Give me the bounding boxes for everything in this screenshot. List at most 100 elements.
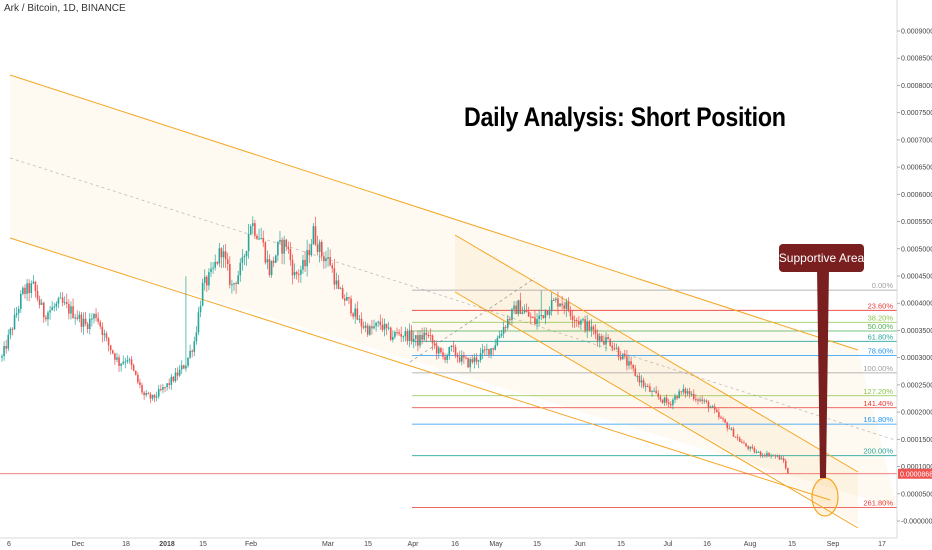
candle-body: [312, 226, 315, 245]
candle-body: [632, 364, 634, 369]
candle-body: [318, 241, 321, 252]
candle-body: [419, 334, 421, 346]
candle-body: [761, 455, 764, 457]
candle-body: [245, 251, 248, 257]
trend-channel-lines: [9, 74, 896, 529]
candle-body: [435, 345, 438, 354]
candle-body: [331, 265, 334, 269]
fib-level-label: 261.80%: [863, 498, 893, 507]
candle-body: [187, 357, 189, 366]
candle-body: [333, 268, 336, 285]
candle-body: [667, 402, 670, 405]
candle-body: [406, 330, 409, 342]
candle-body: [249, 226, 252, 235]
candle-body: [130, 359, 133, 366]
candle-body: [300, 269, 302, 275]
candle-body: [634, 368, 637, 377]
candle-body: [214, 261, 216, 268]
candle-body: [703, 400, 706, 402]
candle-body: [360, 318, 363, 327]
fib-level-label: 141.40%: [863, 399, 893, 408]
candle-body: [509, 319, 511, 321]
candle-body: [440, 347, 442, 353]
candle-body: [749, 446, 752, 449]
price-tick-label: 0.0003500: [901, 328, 932, 335]
time-tick-label: 16: [703, 541, 711, 548]
candle-body: [542, 315, 545, 318]
price-tick-label: 0.0002000: [901, 410, 932, 417]
candle-body: [394, 332, 396, 337]
candle-body: [285, 239, 288, 247]
time-tick-label: Jun: [574, 541, 585, 548]
candle-body: [421, 334, 423, 340]
candle-body: [114, 353, 116, 360]
candle-body: [74, 317, 76, 319]
time-axis: 6 Dec 18 2018 15 Feb Mar 15 Apr 16 May 15 Jun 15 Jul 16…: [0, 537, 932, 550]
candle-body: [155, 396, 158, 398]
price-tick-label: 0.0007500: [901, 110, 932, 117]
candle-body: [728, 428, 731, 430]
candle-body: [408, 330, 411, 342]
candle-body: [448, 347, 451, 356]
candle-body: [498, 335, 501, 339]
candle-body: [519, 300, 522, 314]
candle-body: [157, 389, 160, 397]
candle-body: [343, 298, 346, 301]
candle-body: [366, 325, 369, 335]
candle-body: [594, 329, 597, 334]
candle-body: [609, 339, 611, 346]
candle-body: [264, 242, 267, 263]
candle-body: [132, 365, 135, 371]
price-tick-label: 0.0009000: [901, 29, 932, 36]
price-tick-label: 0.0006500: [901, 165, 932, 172]
candle-body: [137, 374, 139, 383]
fib-level-label: 161.80%: [863, 415, 893, 424]
candle-body: [206, 276, 208, 286]
candle-body: [502, 327, 505, 334]
candle-body: [784, 460, 787, 469]
candle-body: [107, 337, 110, 346]
candle-body: [297, 274, 300, 276]
price-tick-label: 0.0005000: [901, 246, 932, 253]
candle-body: [385, 323, 388, 329]
candle-body: [636, 376, 639, 378]
candle-body: [571, 316, 574, 321]
candle-body: [287, 246, 290, 249]
candle-body: [178, 369, 181, 376]
candle-body: [176, 372, 179, 376]
candle-body: [268, 259, 271, 276]
candle-body: [32, 281, 35, 284]
candle-body: [281, 239, 283, 254]
candle-body: [57, 298, 60, 304]
candle-body: [655, 390, 657, 394]
candle-body: [153, 394, 156, 398]
candle-body: [212, 267, 214, 269]
candle-body: [601, 335, 603, 342]
candle-body: [713, 406, 716, 410]
candle-body: [475, 357, 478, 362]
candle-body: [525, 310, 528, 312]
fib-level-label: 200.00%: [863, 447, 893, 456]
candle-body: [168, 383, 170, 385]
candle-body: [270, 260, 273, 276]
candle-body: [308, 250, 311, 256]
candle-body: [226, 259, 229, 265]
candle-body: [346, 297, 348, 301]
candle-body: [279, 239, 281, 242]
candle-body: [787, 468, 789, 474]
candle-body: [603, 341, 605, 345]
candle-body: [640, 380, 643, 383]
candle-body: [684, 388, 687, 394]
candle-body: [751, 446, 754, 449]
candle-body: [70, 306, 72, 314]
candle-body: [486, 348, 488, 350]
candle-body: [596, 333, 599, 341]
candle-body: [40, 302, 43, 305]
price-tick-label: 0.0006000: [901, 192, 932, 199]
candle-body: [233, 283, 235, 285]
candle-body: [561, 303, 563, 306]
time-tick-label: Aug: [744, 541, 757, 548]
candle-body: [438, 347, 440, 354]
